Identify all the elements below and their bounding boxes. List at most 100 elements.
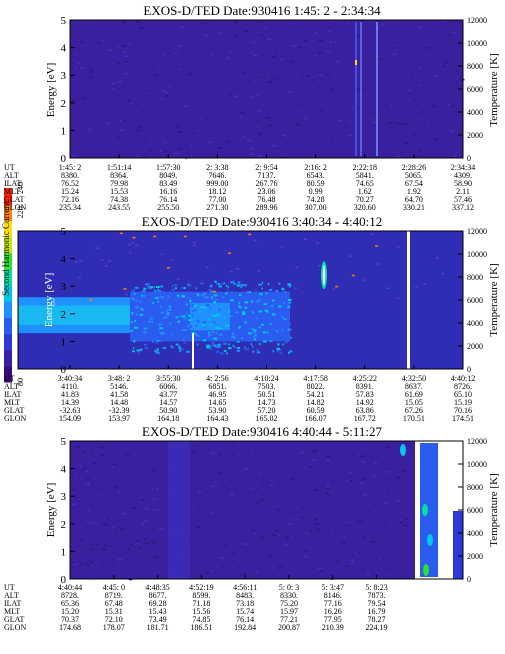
heatmap-cell bbox=[133, 340, 136, 343]
table-cell: 65.36 bbox=[61, 599, 79, 608]
heatmap-cell bbox=[250, 153, 255, 155]
table-cell: 50.51 bbox=[258, 390, 276, 399]
colorbar-swatch bbox=[4, 365, 12, 383]
heatmap-cell bbox=[194, 309, 197, 312]
table-cell: 6543. bbox=[307, 171, 325, 180]
table-cell: 77.16 bbox=[324, 599, 342, 608]
heatmap-cell bbox=[352, 554, 354, 556]
panel-1-title: EXOS-D/TED Date:930416 1:45: 2 - 2:34:34 bbox=[143, 3, 381, 18]
heatmap-cell bbox=[181, 295, 185, 298]
heatmap-cell bbox=[249, 96, 254, 98]
heatmap-cell bbox=[89, 561, 94, 563]
heatmap-cell bbox=[263, 303, 267, 306]
heatmap-cell bbox=[142, 290, 146, 293]
heatmap-cell bbox=[169, 85, 171, 87]
heatmap-cell bbox=[143, 138, 147, 140]
heatmap-cell bbox=[281, 295, 285, 298]
heatmap-feature bbox=[422, 504, 428, 516]
heatmap-cell bbox=[309, 530, 313, 532]
heatmap-cell bbox=[166, 267, 170, 269]
table-cell: 18.12 bbox=[208, 187, 226, 196]
heatmap-cell bbox=[267, 81, 272, 83]
heatmap-cell bbox=[245, 290, 249, 293]
heatmap-cell bbox=[325, 488, 330, 490]
heatmap-cell bbox=[215, 332, 218, 335]
panel-2-y2label: Temperature [K] bbox=[488, 263, 500, 336]
heatmap-cell bbox=[205, 572, 210, 574]
heatmap-cell bbox=[371, 474, 376, 477]
heatmap-cell bbox=[209, 285, 213, 288]
heatmap-cell bbox=[88, 76, 93, 79]
heatmap-cell bbox=[257, 133, 262, 135]
heatmap-cell bbox=[322, 149, 325, 152]
table-cell: 7137. bbox=[258, 171, 276, 180]
heatmap-cell bbox=[277, 343, 280, 346]
heatmap-cell bbox=[396, 297, 400, 300]
heatmap-cell bbox=[242, 72, 246, 74]
heatmap-cell bbox=[77, 62, 82, 65]
heatmap-cell bbox=[192, 244, 196, 247]
heatmap-cell bbox=[155, 351, 160, 354]
heatmap-cell bbox=[143, 294, 146, 297]
heatmap-cell bbox=[154, 290, 157, 293]
heatmap-cell bbox=[182, 315, 186, 318]
table-cell: 74.28 bbox=[307, 195, 325, 204]
heatmap-cell bbox=[165, 92, 169, 94]
heatmap-cell bbox=[101, 454, 105, 456]
heatmap-cell bbox=[176, 278, 180, 280]
colorbar-tick-label: 80 bbox=[16, 378, 25, 386]
heatmap-cell bbox=[186, 315, 190, 317]
heatmap-cell bbox=[90, 70, 94, 73]
heatmap-cell bbox=[260, 485, 264, 487]
heatmap-cell bbox=[182, 329, 187, 332]
heatmap-cell bbox=[78, 276, 82, 279]
heatmap-cell bbox=[238, 326, 241, 329]
heatmap-cell bbox=[95, 247, 99, 249]
y2tick-label: 0 bbox=[467, 154, 471, 163]
panel-2-title: EXOS-D/TED Date:930416 3:40:34 - 4:40:12 bbox=[142, 214, 382, 229]
heatmap-cell bbox=[233, 307, 238, 310]
table-cell: 14.48 bbox=[110, 398, 128, 407]
heatmap-cell bbox=[230, 281, 234, 284]
table-cell: 165.02 bbox=[256, 414, 278, 423]
heatmap-cell bbox=[190, 304, 195, 307]
table-cell: 8728. bbox=[61, 591, 79, 600]
heatmap-cell bbox=[269, 317, 273, 320]
heatmap-cell bbox=[172, 301, 174, 304]
heatmap-cell bbox=[362, 279, 366, 281]
table-cell: 164.18 bbox=[157, 414, 179, 423]
heatmap-cell bbox=[146, 327, 148, 330]
heatmap-cell bbox=[247, 122, 250, 124]
heatmap-cell bbox=[183, 338, 185, 341]
heatmap-cell bbox=[240, 112, 245, 114]
heatmap-cell bbox=[285, 536, 289, 538]
heatmap-cell bbox=[178, 68, 181, 71]
heatmap-cell bbox=[79, 498, 81, 500]
table-cell: 77.95 bbox=[324, 615, 342, 624]
colorbar-swatch bbox=[4, 333, 12, 351]
heatmap-cell bbox=[188, 319, 192, 321]
ytick-label: 3 bbox=[61, 491, 67, 503]
heatmap-cell bbox=[207, 141, 212, 143]
heatmap-cell bbox=[140, 507, 142, 509]
heatmap-cell bbox=[181, 286, 183, 289]
heatmap-cell bbox=[134, 320, 137, 322]
heatmap-cell bbox=[261, 296, 263, 299]
heatmap-cell bbox=[328, 41, 333, 43]
table-cell: 70.27 bbox=[356, 195, 374, 204]
heatmap-cell bbox=[250, 327, 254, 330]
table-cell: 174.68 bbox=[59, 623, 81, 632]
heatmap-cell bbox=[102, 39, 104, 42]
table-cell: 5841. bbox=[356, 171, 374, 180]
heatmap-cell bbox=[203, 34, 208, 36]
heatmap-cell bbox=[211, 341, 215, 344]
heatmap-cell bbox=[266, 310, 269, 313]
heatmap-cell bbox=[214, 333, 218, 336]
table-cell: 1.62 bbox=[358, 187, 372, 196]
heatmap-cell bbox=[390, 522, 393, 524]
heatmap-cell bbox=[385, 574, 387, 577]
table-cell: 3:40:34 bbox=[58, 374, 82, 383]
heatmap-cell bbox=[246, 301, 250, 303]
heatmap-cell bbox=[235, 283, 240, 286]
heatmap-cell bbox=[226, 284, 228, 287]
